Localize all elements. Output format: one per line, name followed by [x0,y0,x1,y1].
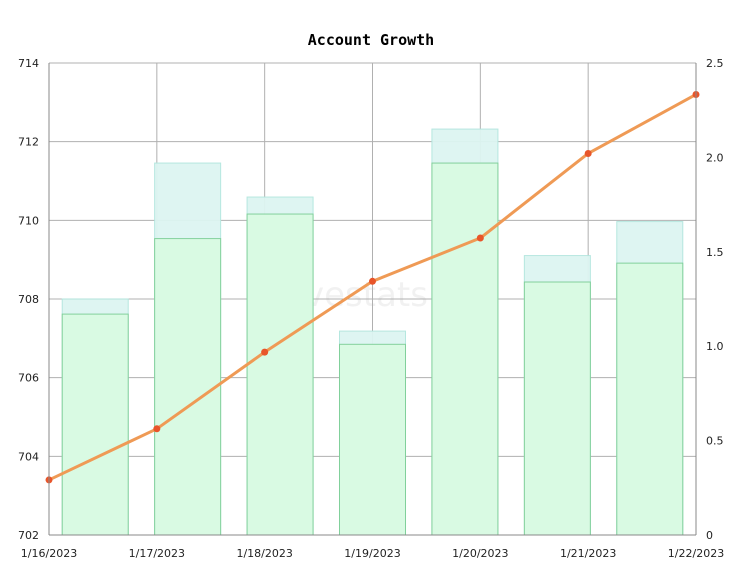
bar-lower [431,162,499,536]
bar-lower [523,281,591,536]
line-point [153,425,161,433]
bars-group [61,128,684,536]
bar-lower [246,213,314,536]
y-right-tick-label: 2.5 [706,57,724,70]
chart-title: Account Growth [308,31,434,49]
y-right-tick-label: 0.5 [706,435,724,448]
y-left-tick-label: 702 [18,529,39,542]
y-left-tick-label: 708 [18,293,39,306]
x-tick-label: 1/18/2023 [236,547,292,560]
bar-lower [616,262,684,536]
x-tick-label: 1/22/2023 [668,547,724,560]
line-point [261,348,269,356]
x-tick-label: 1/21/2023 [560,547,616,560]
y-right-tick-label: 1.0 [706,340,724,353]
y-right-tick-label: 1.5 [706,246,724,259]
axes-group: 702 704 706 708 710 712 714 0 0.5 1.0 1.5 2.0 2.5 1/1… [18,57,724,560]
y-right-tick-label: 2.0 [706,151,724,164]
line-point [369,277,376,285]
bar-lower [154,238,222,536]
y-left-tick-label: 706 [18,372,39,385]
x-tick-label: 1/19/2023 [344,547,400,560]
bar-lower [61,313,129,536]
line-point [584,149,592,157]
y-left-tick-label: 710 [18,214,39,227]
line-point [476,234,484,242]
x-tick-label: 1/16/2023 [21,547,77,560]
bar-lower [339,343,406,536]
y-left-tick-label: 704 [18,450,39,463]
x-tick-label: 1/20/2023 [452,547,508,560]
y-left-tick-label: 714 [18,57,39,70]
y-left-tick-label: 712 [18,136,39,149]
x-tick-label: 1/17/2023 [129,547,185,560]
y-right-tick-label: 0 [706,529,713,542]
